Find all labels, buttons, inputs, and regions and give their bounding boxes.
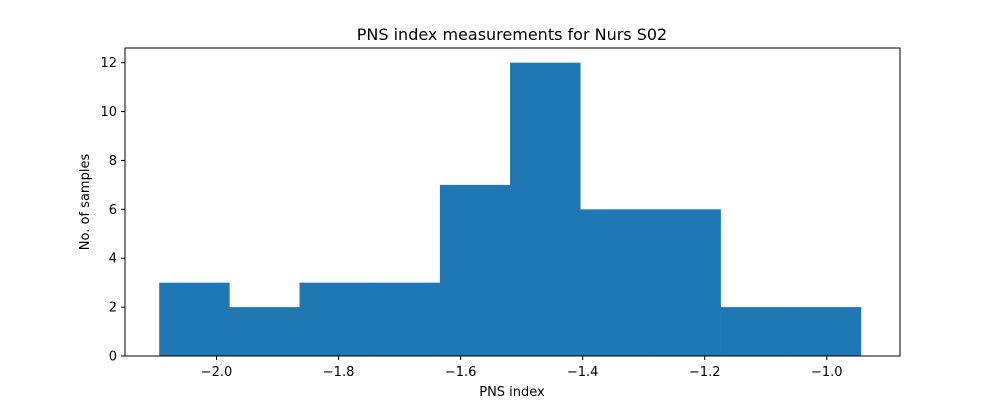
plot-area-frame: [124, 47, 901, 357]
x-axis-label: PNS index: [479, 385, 545, 400]
histogram-bar: [439, 184, 511, 356]
y-axis-label: No. of samples: [78, 154, 93, 251]
histogram-bar: [369, 282, 441, 356]
histogram-bar: [720, 307, 792, 356]
x-tick-label: −1.0: [811, 365, 843, 380]
histogram-bar: [229, 307, 300, 356]
y-tick-label: 4: [109, 252, 117, 267]
y-tick-label: 12: [100, 56, 117, 71]
histogram-bar: [790, 307, 862, 356]
x-tick-label: −1.8: [323, 365, 355, 380]
y-tick-label: 0: [109, 350, 117, 365]
x-tick-label: −1.2: [689, 365, 721, 380]
y-tick-label: 8: [109, 154, 117, 169]
y-tick-label: 10: [100, 105, 117, 120]
histogram-bar: [159, 282, 230, 356]
x-tick-label: −1.6: [445, 365, 477, 380]
y-tick-label: 6: [109, 203, 117, 218]
x-tick-label: −2.0: [201, 365, 233, 380]
x-axis-ticks: −2.0 −1.8 −1.6 −1.4 −1.2 −1.0: [201, 356, 843, 380]
bars-layer: [159, 62, 862, 357]
y-tick-label: 2: [109, 301, 117, 316]
chart-title: PNS index measurements for Nurs S02: [357, 25, 667, 44]
histogram-bar: [510, 62, 581, 357]
histogram-bar: [650, 209, 721, 356]
y-axis-ticks: 0 2 4 6 8 10 12: [100, 56, 125, 365]
histogram-bar: [299, 282, 371, 356]
x-tick-label: −1.4: [567, 365, 599, 380]
histogram-bar: [580, 209, 651, 356]
